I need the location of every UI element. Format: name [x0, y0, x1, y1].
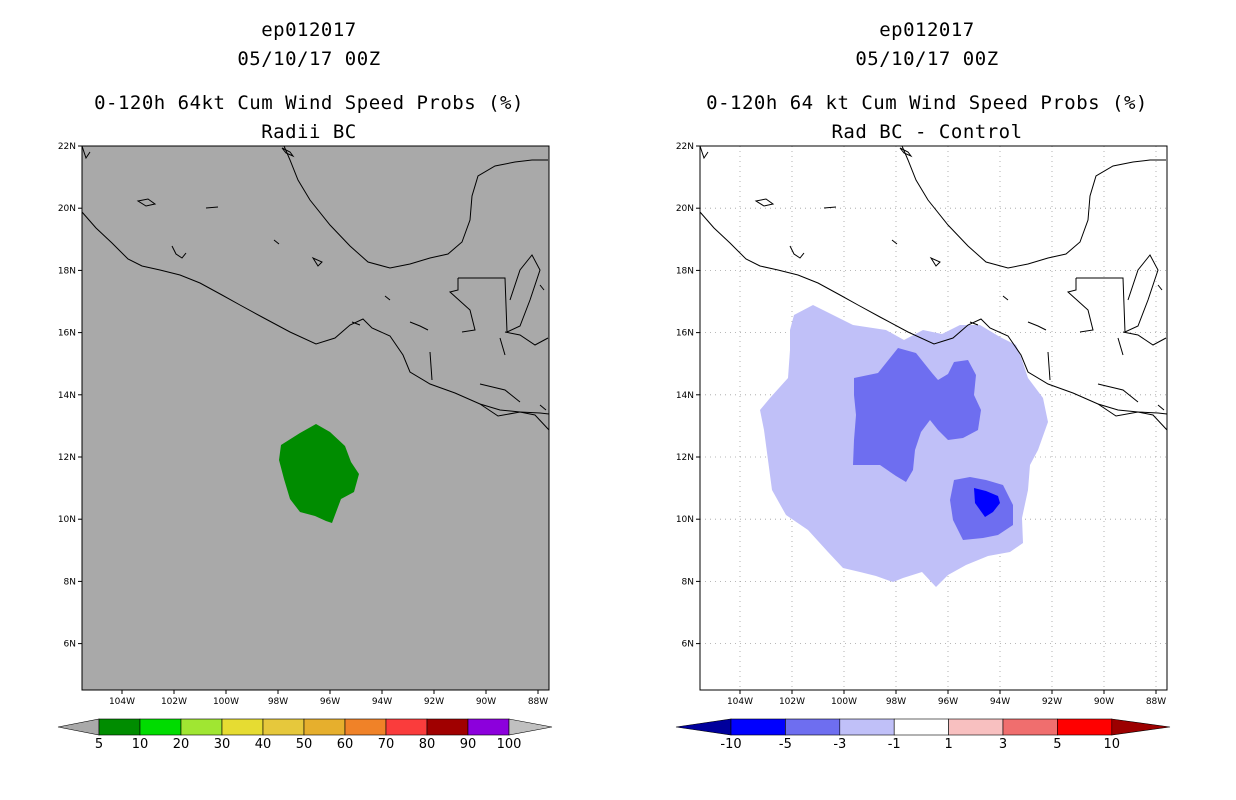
left-map: 22N 20N 18N 16N 14N 12N 10N 8N 6N 104W 102W 100W 98…: [57, 142, 553, 752]
left-colorbar-swatch: [221, 718, 264, 736]
right-datetime: 05/10/17 00Z: [855, 48, 999, 70]
left-colorbar-swatch: [98, 718, 141, 736]
right-lat-label: 14N: [676, 391, 694, 401]
right-colorbar-label: -1: [888, 737, 901, 752]
right-lat-label: 12N: [676, 453, 694, 463]
right-colorbar-label: -3: [833, 737, 846, 752]
right-lat-label: 18N: [676, 266, 694, 276]
right-colorbar-label: -5: [779, 737, 792, 752]
left-colorbar-label: 80: [419, 737, 436, 752]
right-colorbar-over-arrow: [1111, 718, 1171, 736]
right-colorbar: -10 -5 -3 -1 1 3 5 10: [675, 718, 1171, 752]
right-colorbar-under-arrow: [675, 718, 732, 736]
left-colorbar-label: 40: [255, 737, 272, 752]
left-colorbar-under-arrow: [57, 718, 100, 736]
right-lat-label: 20N: [676, 204, 694, 214]
left-colorbar-label: 20: [173, 737, 190, 752]
left-lon-label: 104W: [109, 697, 135, 707]
left-colorbar-over-arrow: [508, 718, 553, 736]
right-product-title: 0-120h 64 kt Cum Wind Speed Probs (%): [706, 92, 1148, 114]
left-colorbar-swatch: [262, 718, 305, 736]
right-subtitle: Rad BC - Control: [831, 121, 1023, 143]
right-colorbar-label: 3: [999, 737, 1007, 752]
right-lon-label: 88W: [1146, 697, 1166, 707]
right-lon-label: 90W: [1094, 697, 1114, 707]
right-lon-label: 92W: [1042, 697, 1062, 707]
left-colorbar-label: 10: [132, 737, 149, 752]
left-colorbar-swatch: [344, 718, 387, 736]
left-subtitle: Radii BC: [261, 121, 357, 143]
left-colorbar-label: 70: [378, 737, 395, 752]
left-lat-label: 20N: [58, 204, 76, 214]
left-lat-label: 8N: [64, 577, 76, 587]
right-lat-label: 22N: [676, 142, 694, 152]
left-colorbar-swatch: [303, 718, 346, 736]
right-contour-minus3-to-minus5: [853, 348, 981, 482]
right-lat-label: 10N: [676, 515, 694, 525]
right-lon-label: 102W: [779, 697, 805, 707]
left-colorbar-label: 5: [95, 737, 103, 752]
left-colorbar-swatch: [385, 718, 428, 736]
right-colorbar-label: 5: [1053, 737, 1061, 752]
left-lon-label: 94W: [372, 697, 392, 707]
right-gridlines: [700, 146, 1167, 690]
left-colorbar-label: 30: [214, 737, 231, 752]
right-lat-label: 8N: [682, 577, 694, 587]
left-lat-label: 14N: [58, 391, 76, 401]
left-panel: ep012017 05/10/17 00Z 0-120h 64kt Cum Wi…: [57, 19, 553, 752]
left-lon-label: 92W: [424, 697, 444, 707]
right-colorbar-swatch: [730, 718, 786, 736]
left-lon-label: 98W: [268, 697, 288, 707]
right-lat-label: 16N: [676, 329, 694, 339]
right-lon-label: 104W: [727, 697, 753, 707]
right-colorbar-swatch: [785, 718, 841, 736]
left-lat-label: 12N: [58, 453, 76, 463]
left-lat-label: 10N: [58, 515, 76, 525]
left-product-title: 0-120h 64kt Cum Wind Speed Probs (%): [94, 92, 524, 114]
left-storm-id: ep012017: [261, 19, 357, 41]
left-lon-label: 90W: [476, 697, 496, 707]
left-datetime: 05/10/17 00Z: [237, 48, 381, 70]
left-lon-label: 100W: [213, 697, 239, 707]
right-colorbar-swatch: [1002, 718, 1058, 736]
left-lon-label: 88W: [528, 697, 548, 707]
left-lon-label: 102W: [161, 697, 187, 707]
right-colorbar-label: 1: [944, 737, 952, 752]
right-lon-label: 94W: [990, 697, 1010, 707]
right-storm-id: ep012017: [879, 19, 975, 41]
left-lon-label: 96W: [320, 697, 340, 707]
right-map: 22N 20N 18N 16N 14N 12N 10N 8N 6N 104W 102W 100W 98…: [675, 142, 1171, 752]
right-colorbar-label: 10: [1104, 737, 1121, 752]
left-lat-label: 18N: [58, 266, 76, 276]
right-lat-label: 6N: [682, 640, 694, 650]
left-colorbar-swatch: [139, 718, 182, 736]
right-colorbar-swatch: [948, 718, 1004, 736]
right-lon-label: 100W: [831, 697, 857, 707]
left-lat-label: 22N: [58, 142, 76, 152]
right-colorbar-swatch: [1057, 718, 1113, 736]
left-prob-contour-5-10: [279, 424, 359, 523]
left-colorbar-label: 100: [497, 737, 522, 752]
right-contour-minus5-to-minus10: [974, 488, 1000, 517]
right-lon-label: 98W: [886, 697, 906, 707]
left-colorbar: 5 10 20 30 40 50 60 70 80 90 100: [57, 718, 553, 752]
right-panel: ep012017 05/10/17 00Z 0-120h 64 kt Cum W…: [618, 0, 1236, 800]
right-lon-label: 96W: [938, 697, 958, 707]
right-coastlines: [699, 145, 1168, 431]
left-colorbar-label: 50: [296, 737, 313, 752]
left-lat-label: 16N: [58, 329, 76, 339]
right-colorbar-swatch: [893, 718, 949, 736]
right-colorbar-label: -10: [720, 737, 741, 752]
right-colorbar-swatch: [839, 718, 895, 736]
left-colorbar-label: 60: [337, 737, 354, 752]
left-lat-label: 6N: [64, 640, 76, 650]
left-map-background: [82, 146, 549, 690]
left-coastlines: [81, 145, 550, 431]
left-colorbar-label: 90: [460, 737, 477, 752]
left-colorbar-swatch: [467, 718, 510, 736]
left-colorbar-swatch: [426, 718, 469, 736]
left-colorbar-swatch: [180, 718, 223, 736]
